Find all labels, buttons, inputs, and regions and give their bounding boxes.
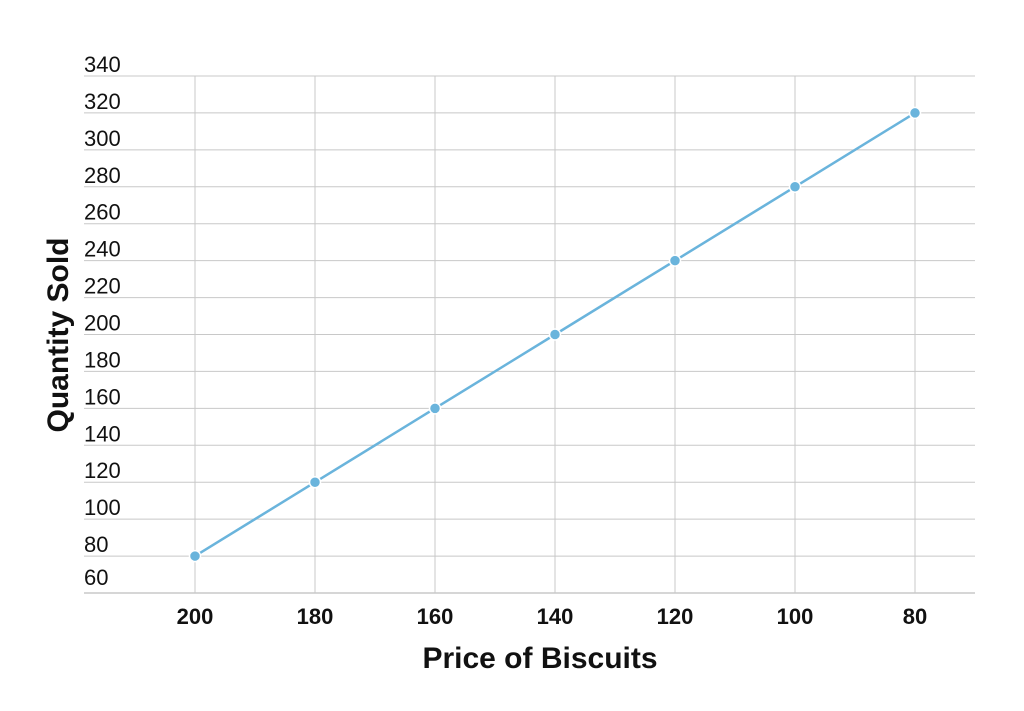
y-tick-label: 260 — [84, 200, 121, 225]
y-tick-label: 200 — [84, 311, 121, 336]
data-point — [308, 475, 322, 489]
y-tick-label: 220 — [84, 274, 121, 299]
y-tick-label: 300 — [84, 126, 121, 151]
x-tick-label: 140 — [537, 604, 574, 629]
data-point — [788, 180, 802, 194]
y-tick-label: 60 — [84, 565, 108, 590]
y-axis-tick-labels: 60 80 100 120 140 160 180 200 220 240 260 280 300 320… — [84, 52, 121, 590]
data-point — [188, 549, 202, 563]
y-tick-label: 340 — [84, 52, 121, 77]
y-tick-label: 100 — [84, 495, 121, 520]
series-group — [188, 106, 922, 563]
y-tick-label: 280 — [84, 163, 121, 188]
y-tick-label: 320 — [84, 89, 121, 114]
x-tick-label: 180 — [297, 604, 334, 629]
y-tick-label: 180 — [84, 347, 121, 372]
x-tick-label: 200 — [177, 604, 214, 629]
y-tick-label: 140 — [84, 421, 121, 446]
x-tick-label: 80 — [903, 604, 927, 629]
y-axis-title: Quantity Sold — [42, 238, 75, 433]
x-axis-title: Price of Biscuits — [422, 642, 657, 675]
data-point — [548, 328, 562, 341]
y-tick-label: 160 — [84, 384, 121, 409]
vertical-gridlines — [194, 76, 916, 593]
y-tick-label: 240 — [84, 237, 121, 262]
x-tick-label: 100 — [777, 604, 814, 629]
data-point — [668, 254, 682, 267]
x-tick-label: 160 — [417, 604, 454, 629]
y-tick-label: 120 — [84, 458, 121, 483]
horizontal-gridlines — [84, 75, 975, 594]
x-axis-tick-labels: 200 180 160 140 120 100 80 — [177, 604, 928, 629]
y-tick-label: 80 — [84, 532, 108, 557]
data-point — [428, 402, 442, 415]
data-point — [908, 106, 922, 120]
x-tick-label: 120 — [657, 604, 694, 629]
